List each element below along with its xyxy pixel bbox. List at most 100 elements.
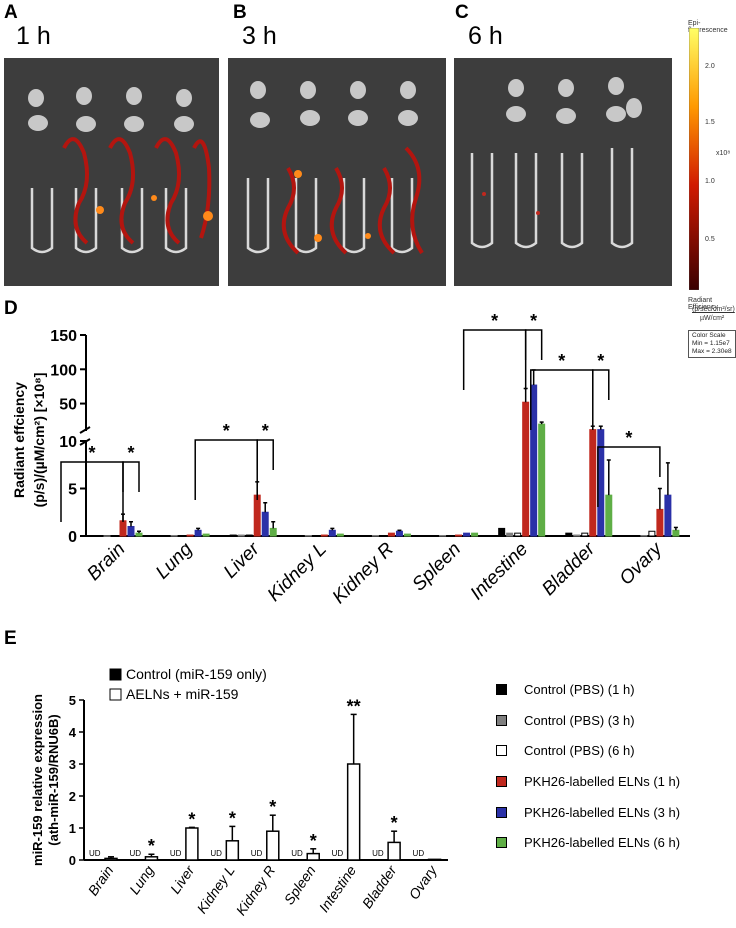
significance-bracket — [597, 446, 661, 507]
category-label: Intestine — [316, 862, 360, 915]
significance-bracket — [592, 369, 610, 430]
y-tick-label: 0 — [69, 853, 76, 868]
category-label: Lung — [152, 538, 197, 583]
bar — [202, 533, 210, 537]
bar — [605, 494, 613, 537]
category-label: Bladder — [538, 538, 600, 600]
legend-item: Control (PBS) (1 h) — [496, 682, 635, 697]
bar — [95, 535, 103, 537]
y-tick-label: 0 — [68, 529, 77, 546]
ud-label: UD — [413, 849, 425, 858]
bar — [312, 535, 320, 537]
significance-star: * — [88, 443, 95, 463]
bar — [538, 423, 546, 537]
colorbar-units: Radiant Efficiency — [688, 297, 718, 311]
bar — [427, 858, 442, 861]
bar — [656, 508, 664, 537]
significance-bracket — [462, 329, 527, 390]
category-label: Kidney L — [193, 863, 237, 917]
significance-star: * — [188, 809, 195, 829]
bar — [266, 830, 280, 861]
colorbar-tick: 1.5 — [705, 119, 715, 126]
axis-break-mark — [79, 426, 91, 434]
y-tick-label: 4 — [69, 725, 77, 740]
legend-item: PKH26-labelled ELNs (1 h) — [496, 774, 680, 789]
legend-swatch-aelns — [109, 688, 122, 701]
bar — [471, 532, 479, 537]
legend-label: Control (PBS) (6 h) — [524, 743, 635, 758]
color-scale-max: Max = 2.30e8 — [692, 348, 732, 355]
significance-bracket — [256, 439, 274, 500]
time-label-3h: 3 h — [242, 22, 277, 50]
significance-star: * — [597, 351, 604, 371]
legend-item: PKH26-labelled ELNs (3 h) — [496, 805, 680, 820]
ud-label: UD — [89, 849, 101, 858]
legend-swatch-control — [109, 668, 122, 681]
bar — [632, 535, 640, 537]
colorbar-units: µW/cm² — [700, 315, 725, 322]
legend-label: Control (PBS) (3 h) — [524, 713, 635, 728]
fluorescence-image-6h — [454, 58, 672, 286]
bar — [320, 534, 328, 537]
panel-letter-a: A — [4, 2, 18, 23]
bar — [498, 527, 506, 537]
bar — [135, 532, 143, 537]
colorbar-multiplier: x10⁸ — [716, 150, 731, 157]
bar — [640, 535, 648, 537]
bar — [371, 535, 379, 537]
bar — [306, 852, 320, 861]
legend-swatch — [496, 807, 507, 818]
color-scale-title: Color Scale — [692, 332, 726, 339]
bar — [111, 535, 119, 537]
chart-d: 0 5 10 50 100 150 Radiant effciency (p/s)/(µM/c… — [11, 311, 690, 608]
category-label: Bladder — [359, 861, 401, 911]
fluorescence-image-1h — [4, 58, 219, 286]
legend-item: PKH26-labelled ELNs (6 h) — [496, 835, 680, 850]
bar — [447, 535, 455, 537]
legend-label: PKH26-labelled ELNs (3 h) — [524, 805, 681, 820]
bar — [648, 530, 656, 537]
category-label: Ovary — [405, 862, 440, 903]
ud-label: UD — [129, 849, 141, 858]
bar — [387, 841, 401, 861]
color-scale-box: Color Scale Min = 1.15e7 Max = 2.30e8 — [688, 330, 736, 358]
bar — [127, 526, 135, 537]
y-tick-label: 100 — [50, 362, 77, 379]
significance-star: * — [229, 808, 236, 828]
legend-swatch — [496, 776, 507, 787]
bar — [463, 532, 471, 537]
y-tick-label: 5 — [69, 693, 76, 708]
category-label: Brain — [83, 539, 129, 585]
significance-bracket — [524, 329, 543, 390]
bar — [565, 532, 573, 537]
bar — [237, 534, 245, 537]
y-tick-label: 1 — [69, 821, 76, 836]
y-tick-label: 3 — [69, 757, 76, 772]
bar — [530, 384, 538, 537]
bar — [269, 527, 277, 537]
ud-label: UD — [372, 849, 384, 858]
bar — [522, 401, 530, 537]
legend-label-aelns: AELNs + miR-159 — [126, 686, 239, 702]
chart-e: 0 1 2 3 4 5 miR-159 relative expression (ath-mi… — [30, 666, 448, 918]
bar — [573, 534, 581, 537]
colorbar-title: Epi-fluorescence — [688, 20, 728, 34]
bar — [455, 534, 463, 537]
category-label: Spleen — [408, 539, 465, 596]
bar — [186, 534, 194, 537]
bar — [597, 429, 605, 537]
y-axis-label: (ath-miR-159/RNU6B) — [46, 714, 61, 845]
bar — [506, 532, 514, 537]
bar — [581, 532, 589, 537]
significance-bracket — [122, 461, 140, 522]
significance-star: * — [223, 421, 230, 441]
bar — [395, 530, 403, 537]
y-tick-label: 50 — [59, 397, 77, 414]
bar — [170, 535, 178, 537]
legend-label: Control (PBS) (1 h) — [524, 682, 635, 697]
ud-label: UD — [210, 849, 222, 858]
bar — [387, 532, 395, 537]
significance-bracket — [194, 439, 258, 500]
legend-label: PKH26-labelled ELNs (1 h) — [524, 774, 681, 789]
panel-letter-c: C — [455, 2, 469, 23]
